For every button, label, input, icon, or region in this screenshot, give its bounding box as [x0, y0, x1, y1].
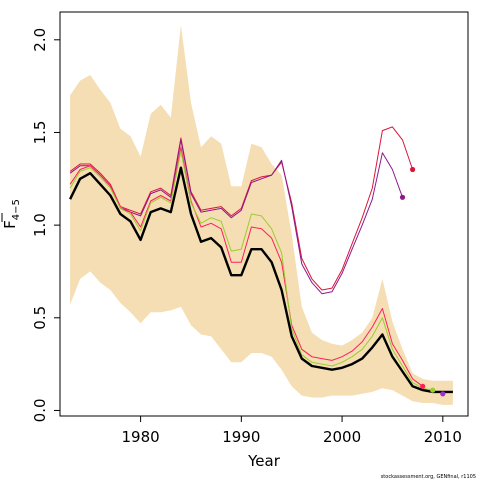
y-axis-title-main: F [1, 220, 19, 229]
y-tick-label: 2.0 [31, 28, 49, 52]
plot-area [69, 25, 453, 405]
credit-text: stockassessment.org, GENfinal, r1105 [381, 474, 476, 480]
y-tick-label: 1.0 [31, 213, 49, 237]
x-tick-label: 1980 [121, 428, 159, 446]
series-line-5 [69, 126, 414, 291]
x-tick-label: 1990 [222, 428, 260, 446]
endpoint-marker-1 [410, 166, 416, 173]
series-layer [69, 126, 453, 394]
x-axis-title: Year [247, 452, 281, 470]
y-tick-label: 0.0 [31, 398, 49, 422]
x-tick-label: 2000 [323, 428, 361, 446]
x-axis: 1980 1990 2000 2010 [121, 416, 462, 446]
series-line-2 [69, 146, 423, 387]
x-tick-label: 2010 [424, 428, 462, 446]
endpoint-layer [399, 166, 446, 397]
plot-frame [59, 11, 469, 417]
endpoint-marker-3 [420, 383, 426, 389]
y-axis-title: F4−5 [1, 199, 22, 229]
endpoint-marker-4 [430, 387, 436, 393]
series-line-1 [69, 166, 453, 394]
y-tick-label: 1.5 [31, 121, 49, 145]
y-axis-title-subscript: 4−5 [11, 199, 22, 220]
confidence-band [70, 25, 453, 405]
y-tick-label: 0.5 [31, 306, 49, 330]
confidence-band-layer [70, 25, 453, 405]
series-line-3 [69, 150, 433, 391]
endpoint-marker-2 [399, 194, 406, 200]
series-line-4 [69, 139, 403, 295]
endpoint-marker-5 [440, 391, 446, 397]
svg-text:F4−5: F4−5 [1, 199, 22, 229]
y-axis: 0.0 0.5 1.0 1.5 2.0 [31, 28, 60, 422]
